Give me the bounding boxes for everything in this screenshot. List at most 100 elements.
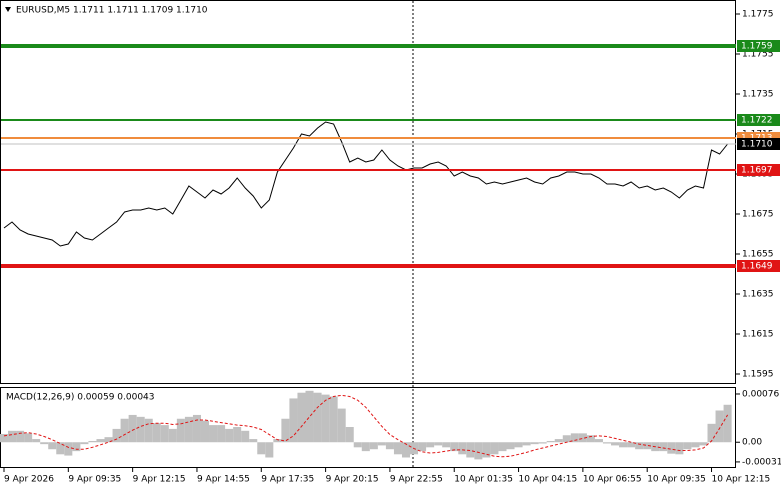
x-tick-label: 10 Apr 01:35 [454, 475, 513, 485]
macd-bar [353, 442, 362, 448]
macd-bar [281, 418, 290, 443]
macd-bar [723, 404, 732, 443]
macd-bar [369, 442, 378, 450]
macd-bar [643, 442, 652, 450]
macd-bar [570, 433, 579, 443]
macd-bar [699, 442, 708, 446]
macd-bar [120, 418, 129, 443]
y-tick-label: 1.1655 [742, 250, 774, 260]
macd-bar [578, 433, 587, 443]
macd-bar [56, 442, 65, 455]
y-tick-label: 0.00 [742, 438, 762, 448]
y-tick-label: 1.1595 [742, 370, 774, 380]
macd-bar [659, 442, 668, 452]
macd-bar [88, 440, 97, 443]
macd-bar [144, 418, 153, 443]
level-label-box [737, 40, 780, 52]
macd-bar [152, 423, 161, 443]
macd-bar [273, 439, 282, 443]
level-label: 1.1722 [741, 116, 773, 126]
macd-bar [490, 442, 499, 455]
macd-bar [426, 442, 435, 448]
y-tick-label: 1.1635 [742, 290, 774, 300]
macd-bar [249, 439, 258, 443]
macd-bar [80, 442, 89, 445]
macd-bar [611, 442, 620, 446]
macd-bar [192, 414, 201, 443]
macd-bar [112, 428, 121, 443]
macd-bar [418, 442, 427, 452]
macd-bar [627, 442, 636, 448]
macd-bar [683, 442, 692, 450]
macd-bar [530, 442, 539, 445]
macd-bar [715, 410, 724, 443]
x-tick-label: 9 Apr 14:55 [197, 475, 250, 485]
macd-bar [72, 442, 81, 452]
macd-bar [586, 435, 595, 443]
level-label-box [737, 260, 780, 272]
x-tick-label: 10 Apr 06:55 [583, 475, 642, 485]
macd-bar [506, 442, 515, 450]
x-tick-label: 10 Apr 04:15 [519, 475, 578, 485]
x-tick-label: 10 Apr 12:15 [712, 475, 771, 485]
macd-bar [329, 396, 338, 443]
macd-bar [96, 439, 105, 443]
y-tick-label: 1.1615 [742, 330, 774, 340]
macd-bar [257, 442, 266, 455]
macd-bar [458, 442, 467, 455]
x-tick-label: 9 Apr 2026 [4, 475, 54, 485]
y-tick-label: 1.1675 [742, 210, 774, 220]
macd-bar [450, 442, 459, 452]
y-tick-label: 1.1735 [742, 90, 774, 100]
macd-bar [209, 425, 218, 443]
macd-bar [361, 442, 370, 452]
price-line [3, 121, 728, 247]
macd-bar [241, 430, 250, 443]
x-tick-label: 9 Apr 17:35 [261, 475, 314, 485]
level-label: 1.1759 [741, 42, 773, 52]
macd-bar [24, 433, 33, 443]
y-tick-label: 0.00076 [742, 389, 779, 399]
macd-bar [225, 428, 234, 443]
macd-bar [160, 425, 169, 443]
macd-bar [546, 440, 555, 443]
macd-bar [16, 430, 25, 443]
signal-line [3, 394, 729, 458]
macd-bar [514, 442, 523, 448]
x-tick-label: 9 Apr 09:35 [68, 475, 121, 485]
macd-bar [602, 442, 612, 444]
macd-bar [635, 442, 644, 450]
macd-bar [554, 439, 563, 443]
macd-bar [217, 425, 226, 443]
y-tick-label: 1.1775 [742, 10, 774, 20]
y-tick-label: -0.00031 [742, 457, 781, 467]
macd-bar [297, 392, 306, 443]
macd-bar [442, 442, 451, 448]
macd-bar [434, 442, 443, 446]
x-tick-label: 9 Apr 12:15 [133, 475, 186, 485]
macd-bar [482, 442, 491, 458]
x-tick-label: 9 Apr 22:55 [390, 475, 443, 485]
macd-bar [313, 392, 322, 443]
chart-title: EURUSD,M5 1.1711 1.1711 1.1709 1.1710 [16, 6, 208, 16]
macd-bar [32, 439, 41, 443]
macd-panel [0, 387, 736, 468]
macd-bar [466, 442, 475, 458]
macd-bar [345, 427, 354, 443]
macd-bar [48, 442, 57, 450]
macd-bar [233, 427, 242, 443]
macd-bar [184, 416, 193, 443]
title-arrow [5, 7, 11, 12]
last-price-box [737, 138, 780, 150]
x-tick-label: 9 Apr 20:15 [326, 475, 379, 485]
macd-bar [498, 442, 507, 452]
macd-bar [522, 442, 531, 446]
macd-bar [265, 442, 274, 458]
macd-bar [305, 390, 314, 443]
macd-bar [385, 442, 394, 450]
macd-title: MACD(12,26,9) 0.00059 0.00043 [6, 393, 155, 403]
macd-bar [0, 433, 9, 443]
macd-bar [128, 414, 137, 443]
macd-bar [474, 442, 483, 460]
